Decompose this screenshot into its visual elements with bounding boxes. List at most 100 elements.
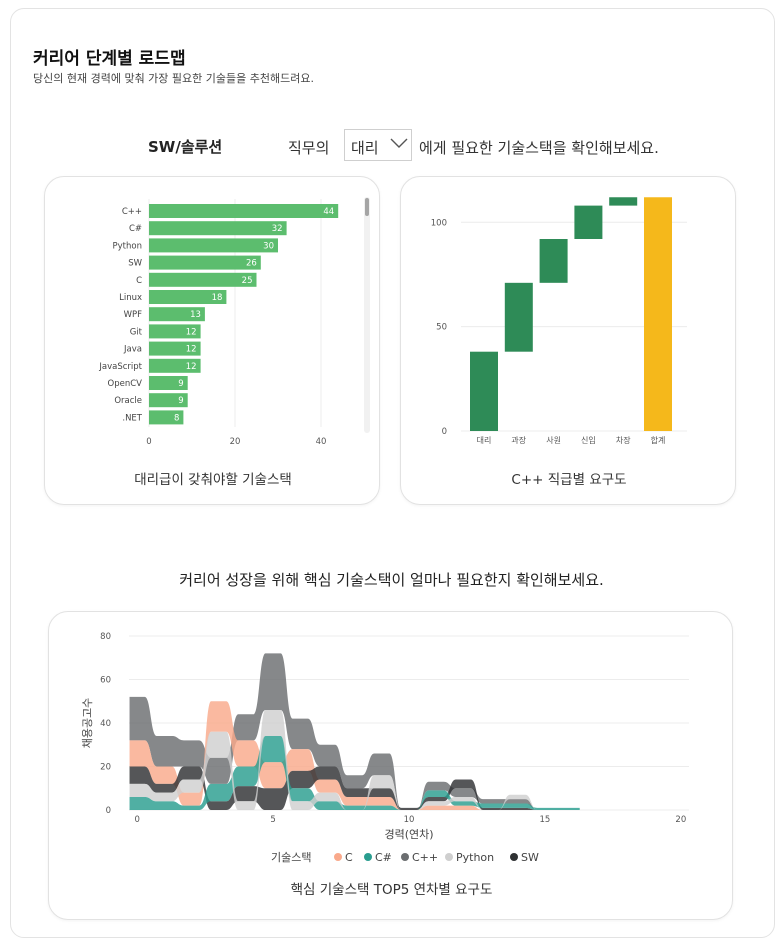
y-axis-title: 채용공고수 bbox=[81, 698, 94, 749]
y-tick-label: 0 bbox=[442, 427, 447, 437]
category-label: Python bbox=[113, 241, 142, 251]
waterfall-chart: 0 50 100 대리 과장 사원 신입 차장 합계 bbox=[431, 197, 687, 445]
data-label: 26 bbox=[246, 259, 257, 269]
selector-prefix: 직무의 bbox=[288, 139, 330, 157]
job-category-label: SW/솔루션 bbox=[148, 138, 223, 156]
category-label: JavaScript bbox=[98, 362, 142, 372]
scrollbar-track bbox=[364, 197, 370, 433]
ribbon-sw bbox=[129, 766, 580, 810]
category-label: C++ bbox=[122, 207, 142, 217]
data-label: 8 bbox=[174, 413, 179, 423]
x-tick-label: 0 bbox=[146, 437, 151, 447]
data-label: 9 bbox=[178, 379, 183, 389]
data-label: 25 bbox=[242, 276, 253, 286]
y-tick-label: 0 bbox=[106, 806, 111, 816]
category-label: 대리 bbox=[477, 436, 492, 445]
x-tick-label: 40 bbox=[316, 437, 327, 447]
legend-marker bbox=[364, 853, 372, 861]
category-label: 과장 bbox=[511, 435, 526, 445]
bar bbox=[149, 307, 205, 322]
category-label: C bbox=[136, 276, 142, 286]
waterfall-card: 0 50 100 대리 과장 사원 신입 차장 합계 C++ 직급별 요구도 bbox=[400, 176, 736, 505]
waterfall-caption: C++ 직급별 요구도 bbox=[511, 472, 627, 488]
waterfall-bar bbox=[470, 351, 498, 431]
data-label: 12 bbox=[186, 345, 197, 355]
rank-dropdown[interactable]: 대리 bbox=[344, 129, 412, 161]
legend-label: SW bbox=[521, 851, 539, 864]
bar bbox=[149, 290, 227, 304]
legend-title: 기술스택 bbox=[271, 851, 311, 864]
data-label: 44 bbox=[323, 207, 334, 217]
y-tick-label: 40 bbox=[100, 719, 111, 729]
page-subtitle: 당신의 현재 경력에 맞춰 가장 필요한 기술들을 추천해드려요. bbox=[33, 72, 314, 85]
waterfall-bar bbox=[574, 205, 603, 239]
x-axis-title: 경력(연차) bbox=[384, 828, 433, 841]
data-label: 12 bbox=[186, 327, 197, 337]
bar bbox=[149, 410, 184, 425]
skill-bar-card: 0 20 40 C++ 44 C# 32 Python 30 SW 26 C 25 Linux 18 WPF 1… bbox=[44, 176, 380, 505]
waterfall-bar bbox=[609, 197, 638, 206]
data-label: 32 bbox=[272, 224, 283, 234]
x-tick-label: 20 bbox=[230, 437, 241, 447]
category-label: WPF bbox=[124, 310, 143, 320]
ribbon-c- bbox=[129, 653, 580, 810]
category-label: C# bbox=[129, 224, 142, 234]
category-label: Linux bbox=[119, 293, 142, 303]
bar bbox=[149, 204, 339, 218]
legend-marker bbox=[510, 853, 518, 861]
x-tick-label: 5 bbox=[270, 815, 275, 825]
skill-bar-chart: 0 20 40 C++ 44 C# 32 Python 30 SW 26 C 25 Linux 18 WPF 1… bbox=[98, 197, 370, 447]
category-label: 신입 bbox=[581, 436, 596, 445]
x-tick-label: 10 bbox=[404, 815, 415, 825]
waterfall-bar bbox=[644, 197, 672, 431]
selector-row: SW/솔루션 직무의 대리 에게 필요한 기술스택을 확인해보세요. bbox=[0, 129, 783, 161]
bar bbox=[149, 376, 188, 390]
category-label: OpenCV bbox=[108, 379, 143, 389]
ribbon-python bbox=[129, 709, 580, 810]
legend-label: C++ bbox=[412, 851, 438, 864]
ribbon-c- bbox=[129, 736, 580, 810]
rank-dropdown-value: 대리 bbox=[351, 139, 379, 157]
bar bbox=[149, 221, 287, 236]
legend-marker bbox=[401, 853, 409, 861]
y-tick-label: 20 bbox=[100, 763, 111, 773]
data-label: 18 bbox=[212, 293, 223, 303]
category-label: Oracle bbox=[114, 396, 142, 406]
legend-label: Python bbox=[456, 851, 494, 864]
category-label: .NET bbox=[122, 413, 142, 423]
waterfall-bar bbox=[504, 282, 533, 352]
waterfall-bar bbox=[539, 239, 568, 283]
data-label: 13 bbox=[190, 310, 201, 320]
legend-label: C bbox=[345, 851, 353, 864]
chevron-down-icon bbox=[390, 138, 408, 148]
bar bbox=[149, 255, 261, 270]
data-label: 9 bbox=[178, 396, 183, 406]
category-label: Git bbox=[130, 327, 143, 337]
category-label: 합계 bbox=[651, 435, 666, 445]
x-tick-label: 0 bbox=[134, 815, 139, 825]
scrollbar-thumb bbox=[365, 198, 369, 216]
category-label: SW bbox=[128, 259, 142, 269]
y-tick-label: 80 bbox=[100, 632, 111, 642]
bar bbox=[149, 341, 201, 356]
legend-marker bbox=[334, 853, 342, 861]
bar bbox=[149, 238, 278, 253]
y-tick-label: 50 bbox=[436, 323, 447, 333]
bar bbox=[149, 324, 201, 339]
legend-marker bbox=[445, 853, 453, 861]
legend-label: C# bbox=[375, 851, 392, 864]
data-label: 12 bbox=[186, 362, 197, 372]
category-label: 차장 bbox=[616, 435, 631, 445]
selector-suffix: 에게 필요한 기술스택을 확인해보세요. bbox=[419, 139, 659, 157]
page-title: 커리어 단계별 로드맵 bbox=[33, 49, 186, 69]
skill-bar-caption: 대리급이 갖춰야할 기술스택 bbox=[134, 472, 292, 488]
x-tick-label: 15 bbox=[540, 815, 551, 825]
bar bbox=[149, 393, 188, 408]
category-label: 사원 bbox=[546, 436, 561, 445]
bar bbox=[149, 358, 201, 373]
ribbon-caption: 핵심 기술스택 TOP5 연차별 요구도 bbox=[290, 882, 493, 898]
x-tick-label: 20 bbox=[675, 815, 686, 825]
y-tick-label: 60 bbox=[100, 676, 111, 686]
